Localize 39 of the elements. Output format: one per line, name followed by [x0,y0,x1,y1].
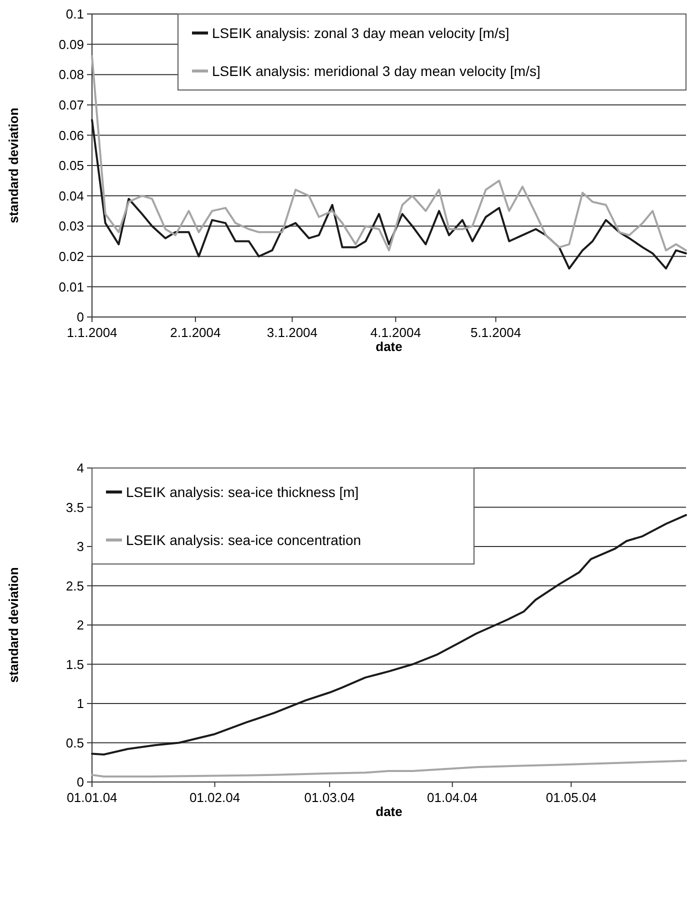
y-tick-label: 0 [76,774,84,790]
y-tick-label: 0.05 [58,158,84,174]
y-tick-label: 1.5 [66,656,84,672]
x-tick-label: 01.02.04 [189,790,240,805]
y-tick-label: 2 [76,618,84,633]
y-tick-label: 0.06 [58,128,84,143]
x-axis-title: date [376,804,402,819]
x-tick-label: 2.1.2004 [170,325,221,340]
y-tick-label: 0.08 [58,67,84,82]
x-tick-label: 01.01.04 [66,790,118,805]
x-tick-label: 1.1.2004 [66,325,118,340]
y-tick-label: 0.04 [58,188,84,204]
y-axis-title: standard deviation [6,108,21,224]
x-axis-title: date [376,339,402,354]
y-tick-label: 0.03 [58,218,84,234]
y-tick-label: 0.5 [66,735,84,750]
x-tick-label: 3.1.2004 [266,325,318,340]
y-tick-label: 1 [76,696,84,712]
legend-label: LSEIK analysis: sea-ice thickness [m] [126,484,359,500]
x-tick-label: 01.03.04 [304,790,355,805]
y-axis-title: standard deviation [6,567,21,683]
y-tick-label: 0.02 [58,248,84,264]
x-tick-label: 5.1.2004 [470,325,522,340]
legend-label: LSEIK analysis: sea-ice concentration [126,532,362,548]
x-tick-label: 4.1.2004 [370,325,421,340]
line-series [91,760,687,778]
y-tick-label: 0.1 [66,6,84,22]
y-tick-label: 3 [76,539,84,554]
y-tick-label: 3.5 [66,500,84,515]
x-tick-label: 01.05.04 [546,790,596,805]
legend-label: LSEIK analysis: zonal 3 day mean velocity [m/s] [212,24,510,41]
y-tick-label: 0 [76,310,84,325]
y-tick-label: 0.01 [58,279,84,294]
y-tick-label: 0.09 [58,36,84,52]
y-tick-label: 2.5 [66,578,84,594]
x-tick-label: 01.04.04 [427,790,478,805]
y-tick-label: 0.07 [58,97,84,112]
legend-label: LSEIK analysis: meridional 3 day mean velocity [m/s] [212,62,540,79]
y-tick-label: 4 [76,460,84,476]
